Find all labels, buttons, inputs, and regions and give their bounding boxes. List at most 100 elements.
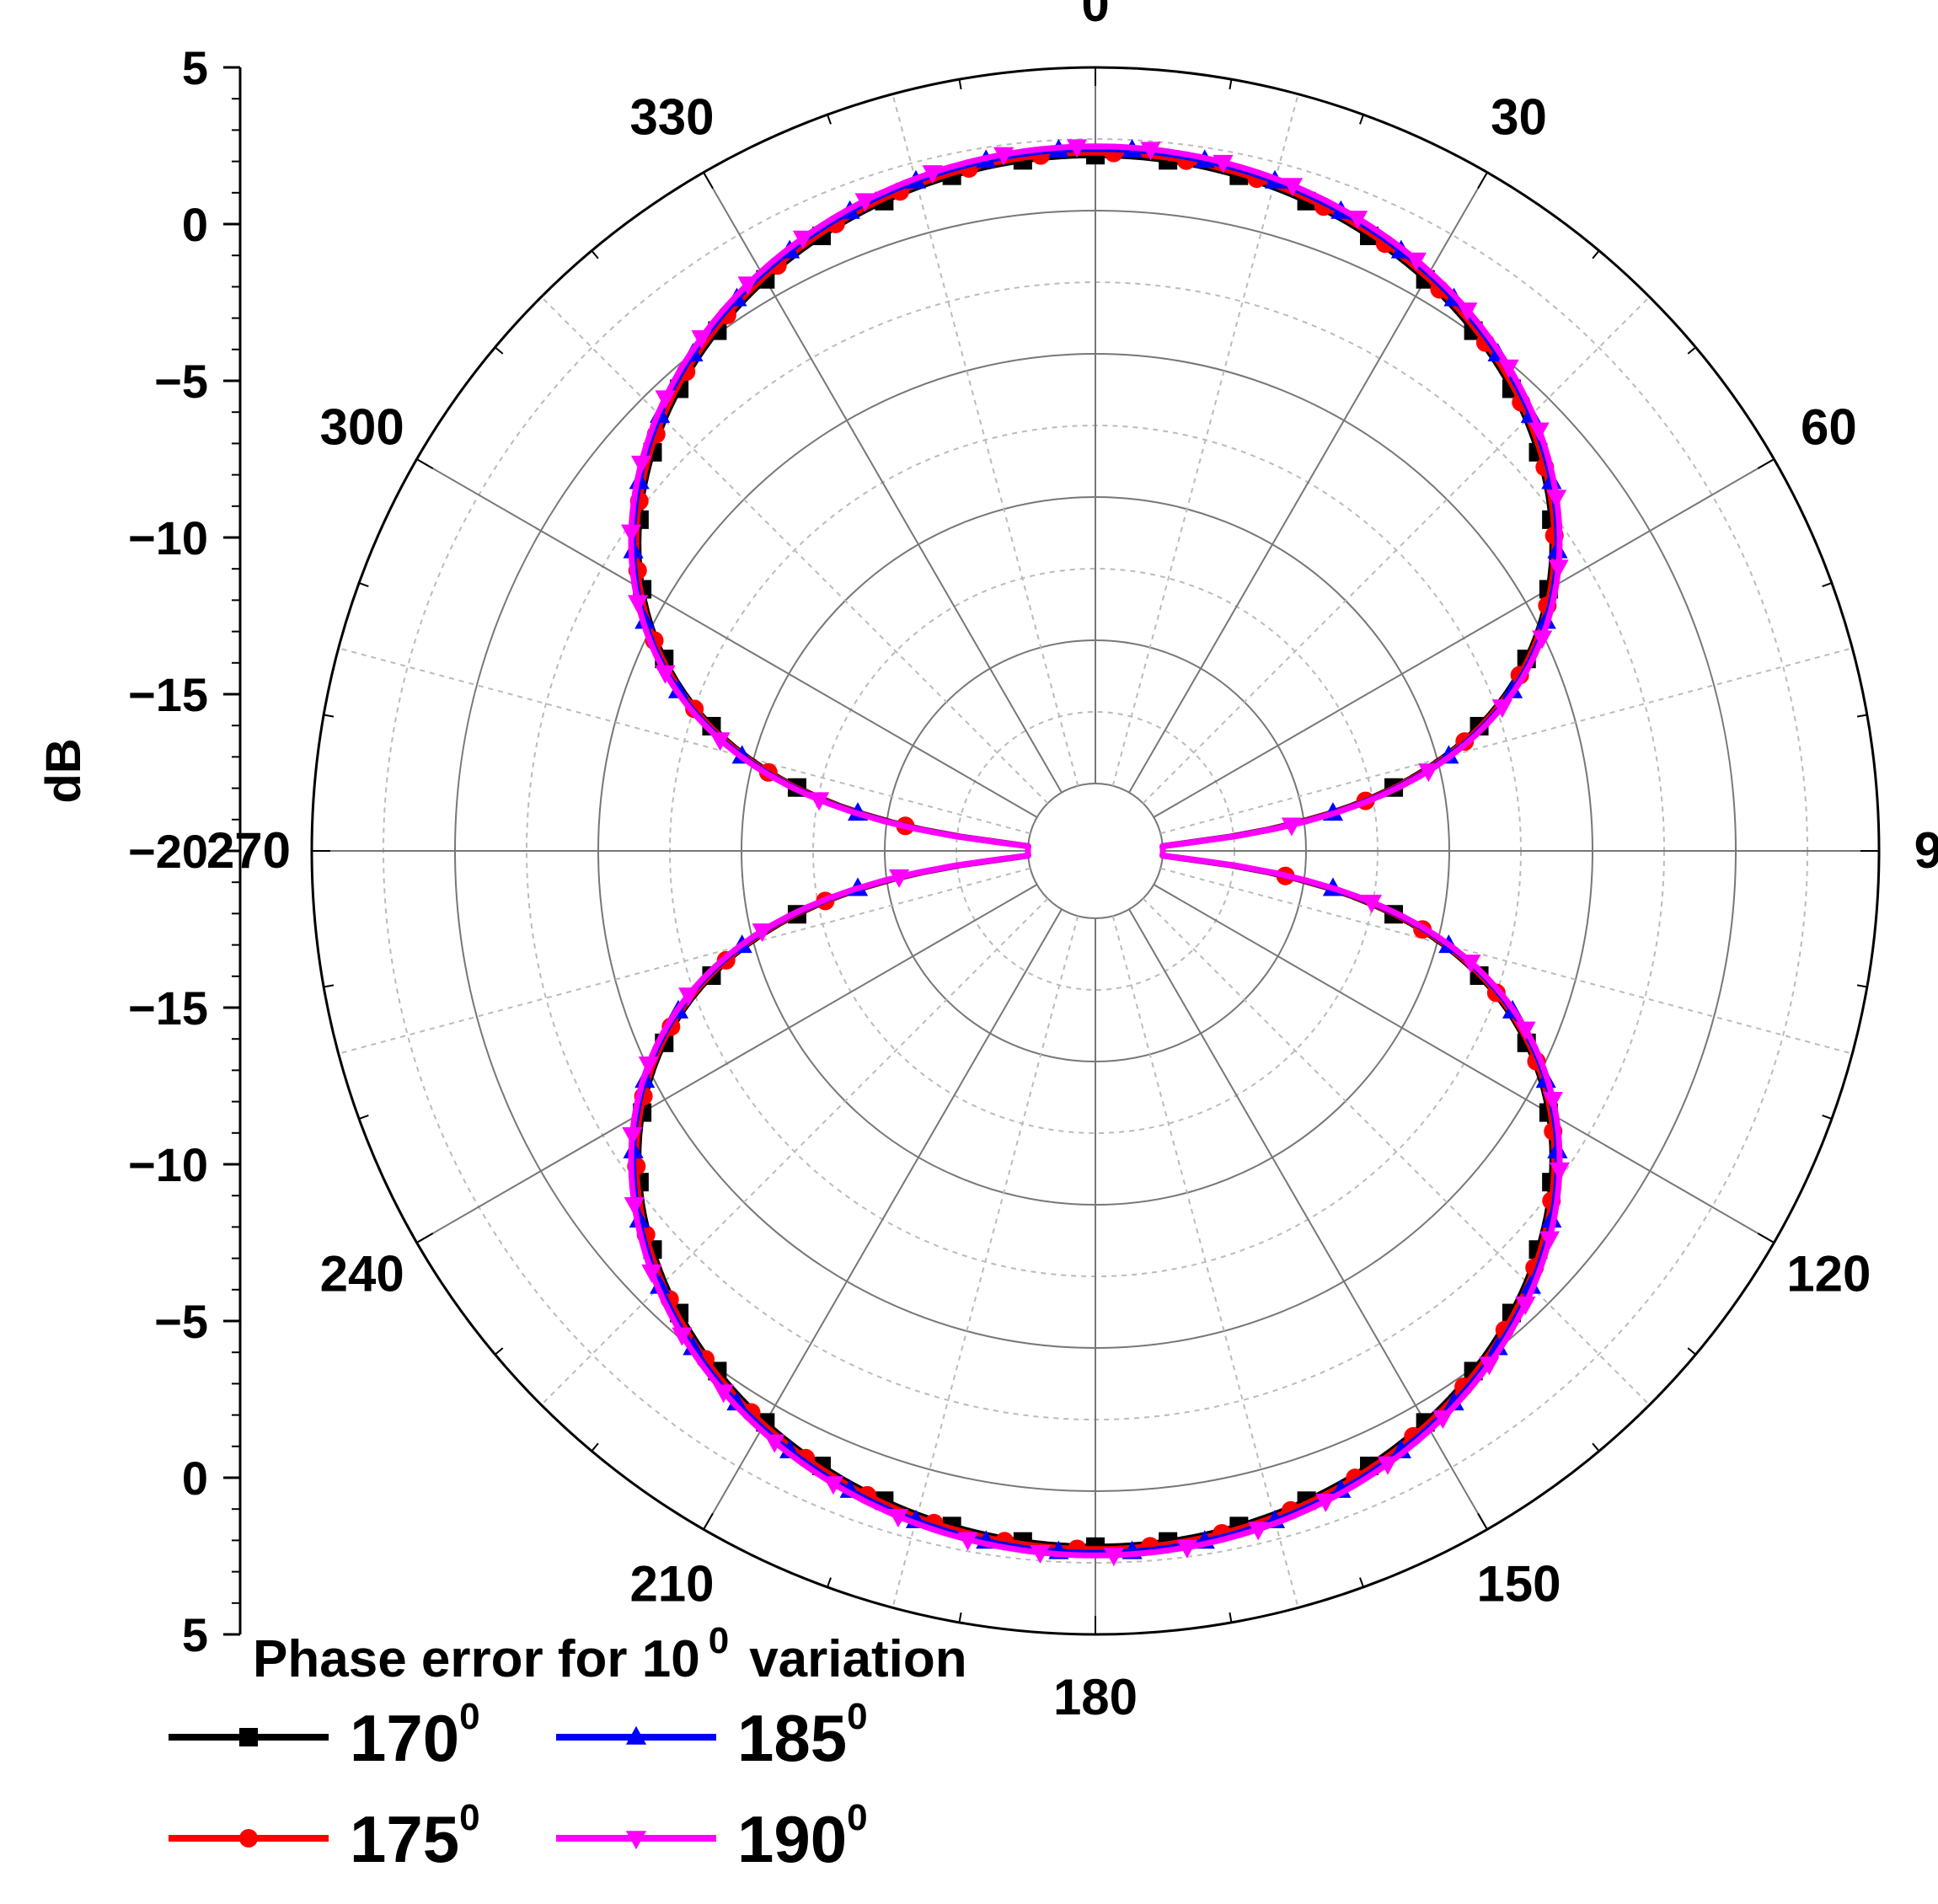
marker-190	[1532, 630, 1553, 650]
marker-190	[713, 1384, 734, 1404]
marker-190	[621, 524, 642, 543]
outer-tick	[1477, 1512, 1488, 1530]
marker-185	[683, 1336, 704, 1356]
marker-190	[1515, 1021, 1536, 1040]
marker-190	[792, 230, 814, 249]
marker-190	[1457, 302, 1478, 322]
outer-tick	[1687, 1347, 1697, 1356]
marker-190	[709, 732, 731, 751]
outer-tick	[358, 1115, 369, 1120]
marker-185	[1443, 1392, 1464, 1411]
outer-tick	[358, 581, 369, 587]
angle-labels: 0 30 60 90 120 150 180 210 240 270 300 330	[206, 0, 1938, 1725]
marker-190	[1405, 252, 1427, 271]
legend-title-sup: 0	[709, 1620, 729, 1661]
marker-190	[1176, 1539, 1197, 1559]
marker-190	[1549, 1162, 1570, 1181]
marker-190	[1528, 422, 1550, 441]
angle-spokes	[312, 67, 1879, 1634]
marker-190	[1213, 154, 1234, 174]
legend-label-sup: 0	[847, 1797, 867, 1838]
angle-label-180: 180	[1053, 1669, 1138, 1725]
outer-tick	[958, 1612, 962, 1623]
marker-190	[1548, 559, 1569, 579]
angle-label-150: 150	[1476, 1555, 1561, 1612]
angle-label-270: 270	[206, 822, 291, 879]
marker-190	[1498, 359, 1519, 378]
minor-spoke	[1142, 296, 1651, 805]
legend-label-sup: 0	[459, 1797, 479, 1838]
minor-spoke	[1160, 647, 1853, 835]
angle-label-90: 90	[1914, 822, 1938, 879]
marker-175	[239, 1829, 258, 1848]
major-spoke	[1153, 884, 1775, 1243]
major-spoke	[1128, 908, 1488, 1530]
angle-label-120: 120	[1786, 1246, 1871, 1302]
radial-tick-label: 0	[182, 198, 208, 251]
marker-190	[957, 1532, 978, 1551]
outer-tick	[1592, 1442, 1600, 1452]
marker-190	[764, 1434, 785, 1453]
legend-entry-190: 1900	[556, 1797, 868, 1876]
legend-label-sup: 0	[847, 1696, 867, 1737]
major-spoke	[416, 884, 1038, 1243]
marker-190	[1315, 1494, 1336, 1513]
major-spoke	[416, 458, 1038, 818]
marker-185	[726, 1392, 747, 1411]
outer-tick	[1822, 1115, 1833, 1120]
marker-190	[1140, 142, 1161, 161]
marker-190	[887, 1509, 909, 1528]
legend-title: Phase error for 10 0 variation	[253, 1620, 967, 1688]
outer-tick	[826, 114, 832, 125]
marker-190	[1515, 1297, 1536, 1316]
angle-label-300: 300	[320, 399, 404, 456]
marker-190	[1432, 1410, 1454, 1430]
legend: Phase error for 10 0 variation170017501850…	[169, 1620, 967, 1876]
marker-185	[1487, 1336, 1508, 1356]
minor-spoke	[1160, 867, 1853, 1055]
marker-190	[691, 329, 712, 349]
marker-190	[1546, 489, 1567, 509]
legend-label-sup: 0	[459, 1696, 479, 1737]
minor-spoke	[540, 296, 1049, 805]
marker-185	[1520, 1275, 1541, 1294]
outer-tick	[1229, 78, 1233, 90]
marker-190	[737, 276, 758, 296]
outer-tick	[1856, 984, 1868, 988]
minor-spoke	[338, 867, 1031, 1055]
marker-190	[638, 1056, 659, 1076]
outer-tick	[1592, 249, 1600, 259]
marker-185	[650, 1275, 671, 1294]
marker-185	[625, 1725, 647, 1745]
marker-190	[655, 390, 676, 409]
marker-190	[1030, 1544, 1051, 1564]
outer-tick	[1359, 1577, 1365, 1588]
marker-190	[624, 1197, 645, 1217]
legend-label-170: 1700	[350, 1696, 480, 1775]
marker-190	[655, 665, 676, 684]
outer-tick	[323, 714, 335, 718]
marker-170	[239, 1728, 258, 1746]
marker-190	[641, 1264, 662, 1283]
marker-190	[1248, 1522, 1269, 1541]
marker-190	[1418, 763, 1439, 783]
marker-190	[922, 165, 943, 185]
minor-spoke	[540, 897, 1049, 1406]
marker-190	[1067, 139, 1088, 158]
marker-190	[993, 147, 1015, 166]
radial-tick-label: −5	[154, 355, 208, 408]
legend-title-suffix: variation	[749, 1630, 966, 1688]
marker-190	[627, 595, 649, 614]
outer-tick	[1477, 172, 1488, 190]
radial-tick-label: −10	[128, 511, 208, 564]
major-spoke	[1128, 172, 1488, 794]
grid-circle-inner	[1027, 783, 1164, 919]
outer-tick	[323, 984, 335, 988]
outer-tick	[1229, 1612, 1233, 1623]
major-spoke	[703, 172, 1063, 794]
marker-190	[630, 455, 652, 474]
outer-tick	[494, 1347, 504, 1356]
legend-label-175: 1750	[350, 1797, 480, 1876]
outer-tick	[591, 249, 599, 259]
